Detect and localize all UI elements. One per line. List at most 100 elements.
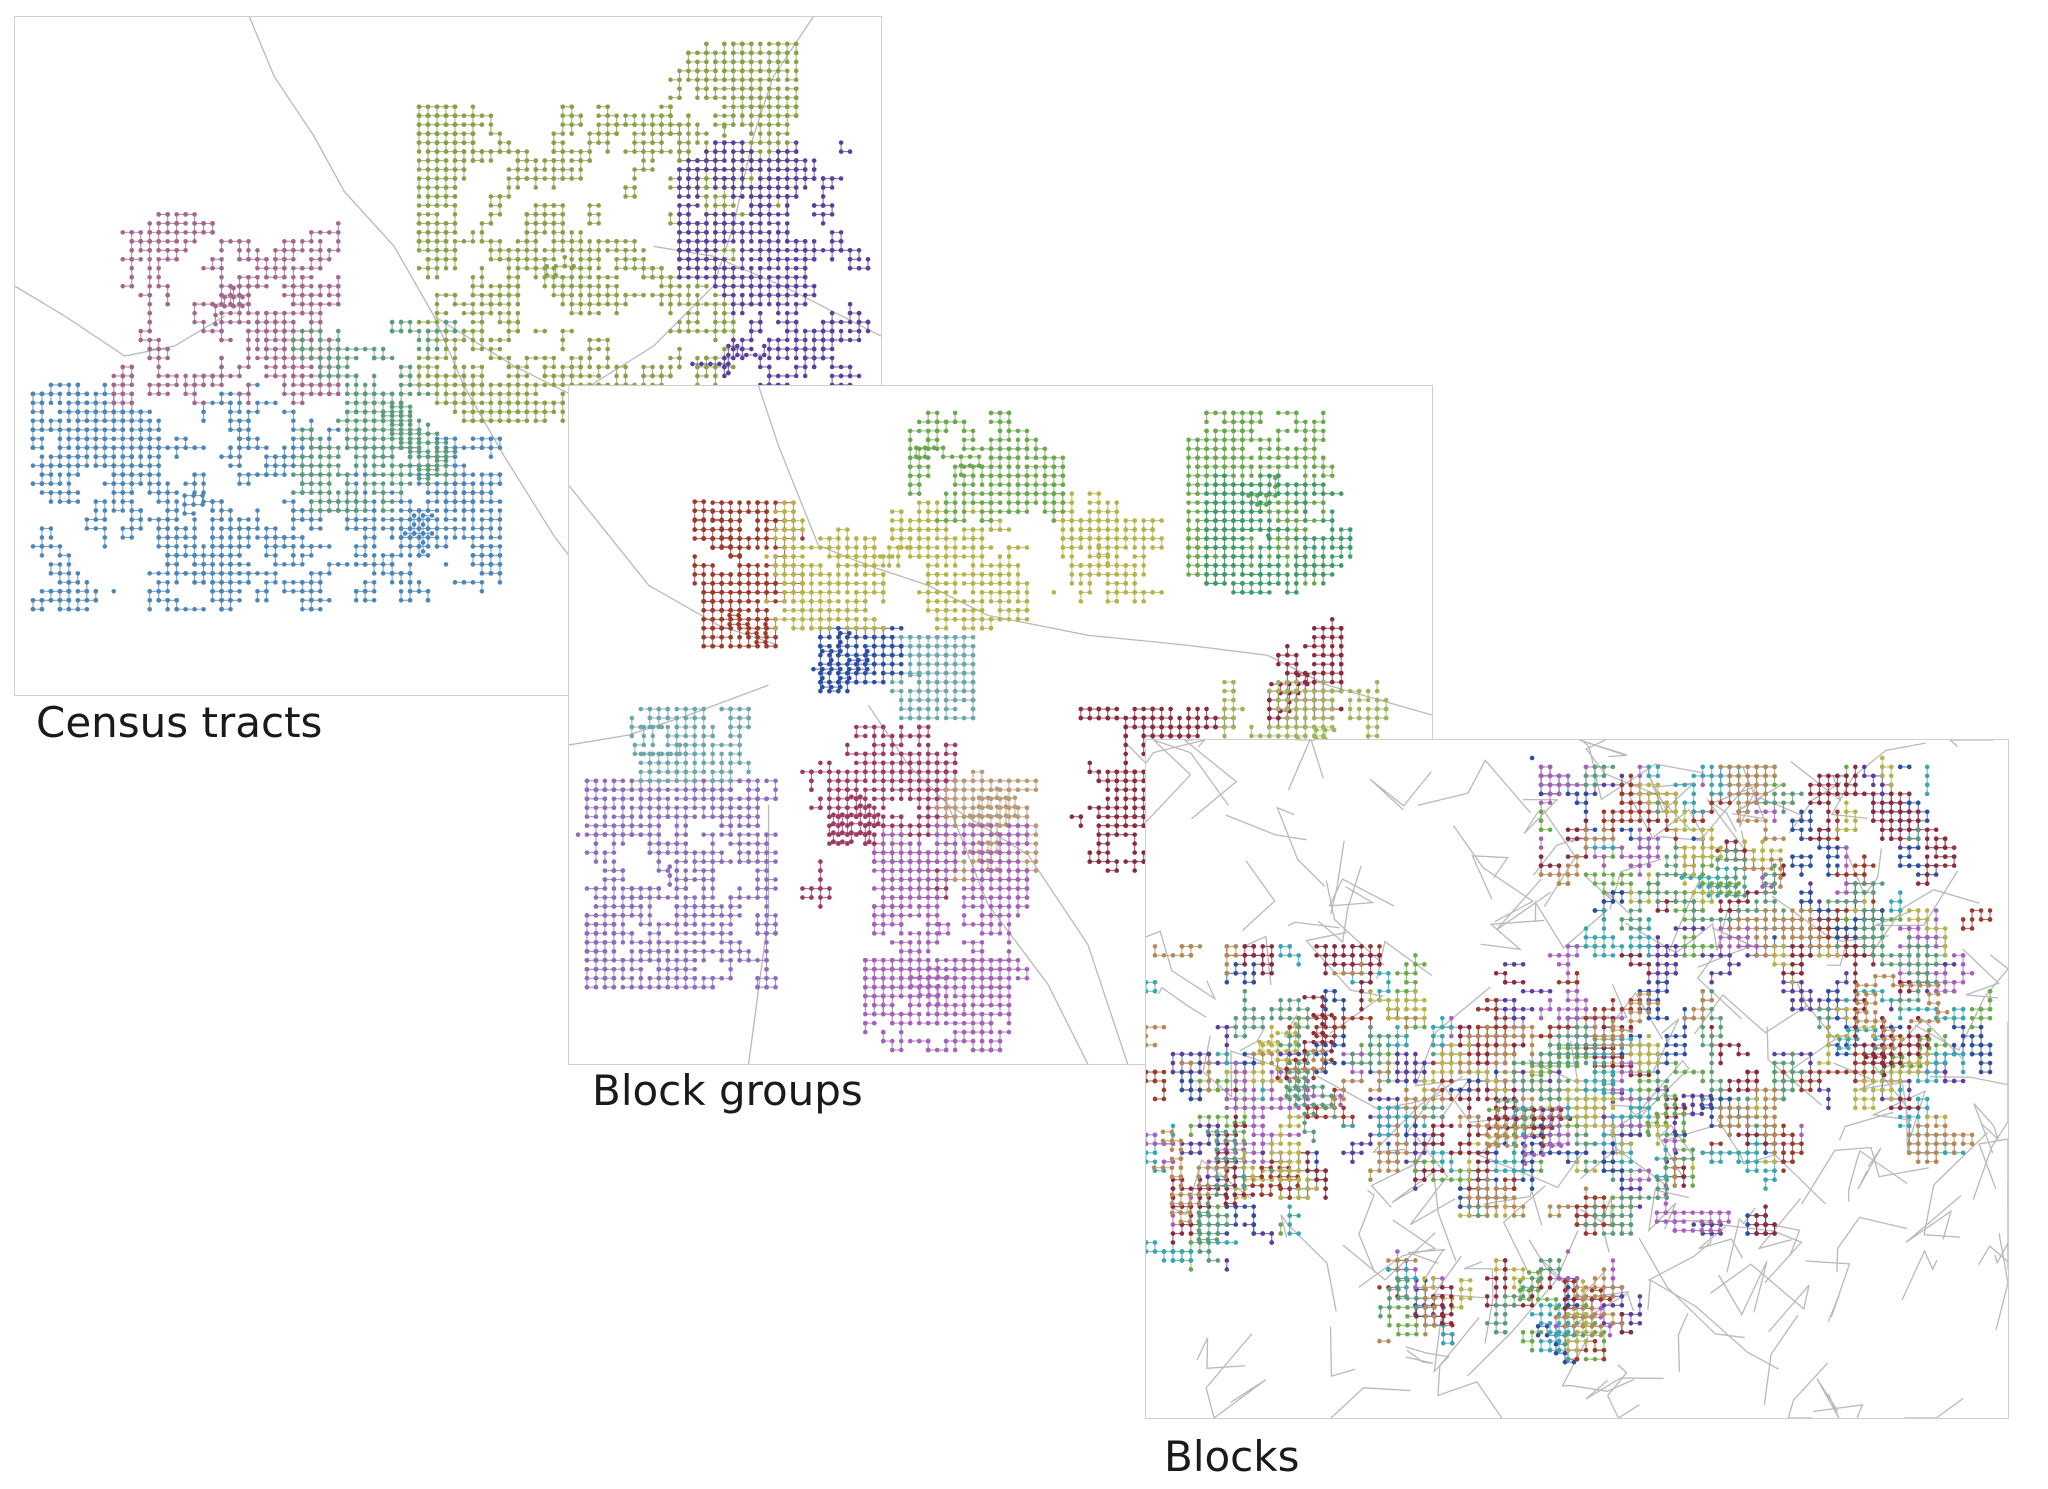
block-boundary-line (1480, 919, 1545, 951)
block-cluster (1772, 908, 1939, 1102)
block-boundary-line (1287, 740, 1316, 791)
bg-cluster-violet (863, 958, 1012, 1053)
block-boundary-line (1788, 781, 1842, 834)
block-boundary-line (1716, 1118, 1827, 1205)
block-boundary-line (1541, 1259, 1607, 1299)
block-cluster (1457, 1024, 1625, 1218)
block-boundary-line (1652, 1018, 1680, 1074)
block-boundary-line (1836, 1216, 1908, 1273)
bg-cluster-steel (629, 706, 751, 784)
block-boundary-line (1578, 740, 1628, 758)
block-boundary-line (1838, 1111, 1894, 1141)
bg-boundary-line (569, 485, 779, 646)
bg-boundary-line (947, 804, 1089, 1064)
block-boundary-line (1287, 921, 1340, 929)
block-boundary-line (1660, 1125, 1716, 1143)
block-boundary-line (1370, 1135, 1433, 1208)
map-panel-blocks (1145, 739, 2009, 1419)
block-boundary-line (1763, 1314, 1799, 1405)
block-boundary-line (1202, 1035, 1283, 1098)
tract-cluster-teal (291, 319, 458, 513)
block-boundary-line (1495, 878, 1552, 931)
block-boundary-line (1606, 1364, 1640, 1418)
block-boundary-line (1146, 740, 1206, 764)
block-boundary-line (1978, 1138, 2008, 1208)
block-boundary-line (1628, 781, 1750, 839)
block-cluster (1377, 1258, 1437, 1344)
blocks-map (1146, 740, 2008, 1418)
block-boundary-line (1726, 1207, 1756, 1273)
block-boundary-line (1146, 740, 1229, 823)
block-boundary-line (1766, 1026, 1823, 1106)
block-boundary-line (1146, 930, 1217, 1001)
block-boundary-line (1833, 1062, 1908, 1091)
block-boundary-line (1995, 1232, 2008, 1331)
block-boundary-line (1295, 740, 1324, 779)
tract-boundary-line (15, 285, 225, 357)
block-boundary-line (1698, 1225, 1744, 1259)
block-boundary-line (1205, 1333, 1267, 1418)
block-boundary-line (1471, 855, 1509, 900)
bg-cluster-mustard (1051, 491, 1164, 604)
block-boundary-line (1904, 1397, 1964, 1418)
block-boundary-line (1929, 1076, 2008, 1086)
block-boundary-line (1452, 825, 1535, 923)
block-boundary-line (1848, 1149, 1908, 1202)
block-boundary-line (1543, 809, 1577, 908)
block-cluster (1672, 1123, 1777, 1236)
block-boundary-line (1717, 1260, 1768, 1317)
block-boundary-line (1585, 740, 1692, 831)
block-boundary-line (1647, 1278, 1780, 1370)
block-boundary-line (1977, 1180, 2008, 1266)
block-boundary-line (1790, 761, 1842, 803)
block-boundary-line (1408, 1248, 1446, 1282)
block-cluster (1146, 1156, 1301, 1263)
block-boundary-line (1369, 771, 1432, 811)
block-boundary-line (1242, 860, 1276, 931)
block-boundary-line (1502, 1185, 1546, 1276)
block-boundary-line (1561, 1336, 1635, 1392)
tract-cluster-blue (30, 382, 350, 612)
block-boundary-line (1358, 1189, 1376, 1274)
bg-cluster-grass (907, 410, 1066, 523)
block-cluster (1781, 935, 1930, 1111)
block-boundary-line (1647, 1219, 1712, 1281)
block-boundary-line (1371, 1075, 1463, 1153)
block-boundary-line (1196, 1337, 1246, 1369)
bg-cluster-wine (800, 724, 958, 909)
tract-boundary-line (248, 17, 435, 317)
top-strip (0, 0, 2048, 8)
block-boundary-line (1962, 948, 2000, 999)
block-boundary-line (1585, 1377, 1664, 1400)
bg-cluster-brick (701, 581, 778, 649)
block-boundary-line (1923, 1131, 1988, 1238)
block-boundary-line (1583, 874, 1631, 915)
block-boundary-line (1330, 840, 1345, 915)
block-boundary-line (1696, 955, 1743, 1020)
block-cluster (1151, 1129, 1229, 1224)
block-boundary-line (1710, 1263, 1810, 1333)
block-boundary-line (1463, 1261, 1494, 1344)
map-panel-census-tracts (14, 16, 882, 696)
block-cluster (1772, 908, 1975, 1165)
block-boundary-line (1183, 740, 1238, 820)
bg-boundary-line (818, 544, 1188, 646)
block-cluster (1529, 1033, 1706, 1138)
block-boundary-line (1677, 1312, 1689, 1372)
block-boundary-line (1857, 1147, 1882, 1190)
block-boundary-line (1405, 1349, 1434, 1365)
block-boundary-line (1417, 759, 1532, 814)
block-cluster (1562, 1279, 1613, 1362)
block-boundary-line (1874, 870, 1959, 927)
block-boundary-line (1225, 814, 1307, 841)
block-boundary-line (1697, 927, 1754, 968)
block-cluster (1513, 1060, 1652, 1218)
block-boundary-line (1914, 954, 2008, 1051)
block-boundary-line (1757, 1198, 1802, 1250)
block-cluster (1484, 1258, 1595, 1347)
block-boundary-line (1528, 1041, 1579, 1085)
block-boundary-line (1871, 1084, 1927, 1138)
block-cluster (1196, 1129, 1275, 1263)
block-cluster (1146, 1060, 1301, 1236)
tract-cluster-mauve (111, 212, 341, 406)
